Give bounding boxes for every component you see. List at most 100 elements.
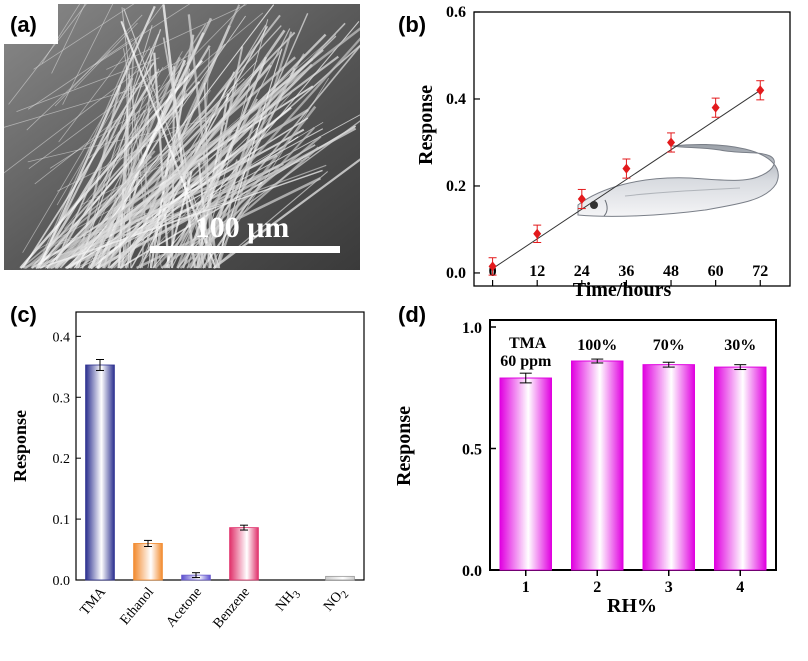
panel-a: (a) 100 μm	[4, 4, 360, 270]
fish-illustration	[577, 143, 779, 217]
sem-fiber	[35, 154, 278, 270]
panel-c-bar	[325, 575, 355, 581]
sem-fiber	[39, 169, 323, 269]
panel-b-xlabel: Time/hours	[573, 279, 672, 301]
panel-d-bar	[571, 360, 624, 571]
sem-fiber	[181, 56, 268, 269]
scale-bar-text: 100 μm	[195, 211, 290, 244]
sem-fiber	[215, 48, 283, 269]
panel-c-xtick-label: NO2	[321, 585, 351, 616]
panel-c-xtick-subscript: 3	[291, 588, 304, 600]
panel-b-point	[667, 137, 676, 148]
sem-fiber	[113, 125, 260, 269]
sem-fiber	[111, 22, 346, 269]
panel-c-bar	[133, 543, 163, 581]
panel-b-point	[577, 194, 586, 205]
sem-fiber	[49, 110, 141, 169]
sem-fiber	[74, 22, 138, 89]
panel-b-ylabel: Response	[415, 85, 437, 165]
sem-fiber	[61, 199, 238, 242]
sem-fiber	[51, 4, 86, 74]
sem-fiber	[55, 196, 195, 247]
sem-fiber	[27, 38, 134, 110]
chart-d: 0.0 0.5 1.0 1 60 ppm 2 100% 3 70% 4 30%	[462, 320, 767, 596]
panel-d: (d) 0.0 0.5 1.0 1 60 ppm 2 100% 3 70% 4 30% Respon…	[393, 302, 777, 617]
sem-fiber	[51, 109, 146, 269]
sem-fiber	[88, 12, 264, 159]
sem-fiber	[76, 132, 149, 249]
panel-b-ytick-label: 0.6	[446, 4, 466, 21]
panel-d-ylabel: Response	[393, 406, 415, 486]
panel-d-ytick-label: 0.0	[462, 563, 482, 580]
sem-fiber	[84, 48, 153, 195]
panel-d-bar	[642, 364, 695, 571]
sem-fiber	[77, 29, 162, 269]
sem-fiber	[4, 58, 154, 174]
panel-d-ytick-label: 1.0	[462, 320, 482, 337]
panel-c-xtick-label: Ethanol	[118, 585, 158, 628]
panel-c: (c) 0.0 0.1 0.2 0.3 0.4 TMA Ethanol Acetone Benz…	[10, 302, 365, 631]
panel-b-xtick-label: 60	[708, 263, 724, 280]
panel-c-ytick-label: 0.0	[53, 574, 71, 589]
panel-b-label: (b)	[398, 12, 426, 37]
sem-nanowire-texture	[4, 4, 360, 270]
sem-fiber	[90, 106, 292, 269]
panel-b-ytick-label: 0.4	[446, 91, 466, 108]
sem-fiber	[60, 25, 282, 269]
panel-c-frame	[75, 311, 365, 581]
panel-d-bar-label: 60 ppm	[500, 353, 552, 370]
panel-b-xtick-label: 36	[618, 263, 634, 280]
sem-fiber	[104, 90, 211, 225]
panel-b-xtick-label: 48	[663, 263, 679, 280]
panel-d-xlabel: RH%	[607, 595, 657, 617]
panel-d-frame	[489, 319, 777, 571]
sem-fiber	[34, 85, 161, 185]
panel-a-label-box	[4, 4, 58, 44]
panel-b-frame	[473, 11, 791, 287]
panel-b-ytick-label: 0.0	[446, 265, 466, 282]
sem-fiber	[117, 4, 246, 134]
panel-b-xtick-label: 72	[752, 263, 768, 280]
sem-fiber	[16, 57, 160, 113]
sem-fiber	[87, 64, 272, 269]
sem-fiber	[106, 4, 247, 70]
panel-c-ytick-label: 0.1	[53, 513, 71, 528]
sem-fiber	[208, 77, 330, 269]
panel-d-bar	[714, 366, 767, 571]
sem-fiber	[45, 156, 310, 269]
panel-d-annotation: TMA	[509, 335, 547, 352]
sem-fiber	[51, 150, 156, 269]
panel-d-xtick-label: 3	[665, 579, 673, 596]
sem-fiber	[4, 85, 146, 128]
sem-fiber	[152, 21, 360, 269]
panel-d-xtick-label: 1	[522, 579, 530, 596]
sem-fiber	[54, 14, 143, 107]
chart-c: 0.0 0.1 0.2 0.3 0.4 TMA Ethanol Acetone Benzene N…	[53, 330, 355, 631]
sem-fiber	[27, 119, 207, 163]
panel-c-ytick-label: 0.3	[53, 391, 71, 406]
panel-c-bar	[85, 364, 115, 581]
sem-fiber	[57, 201, 228, 257]
panel-c-ylabel: Response	[10, 410, 30, 482]
panel-d-bar-label: 30%	[724, 337, 756, 354]
panel-c-xtick-label: NH3	[273, 585, 304, 617]
panel-c-xtick-label: Benzene	[211, 585, 253, 632]
sem-fiber	[123, 8, 221, 269]
sem-fiber	[120, 20, 217, 269]
sem-fiber	[19, 59, 204, 269]
panel-b-fit-line	[492, 89, 761, 270]
sem-fiber	[8, 4, 87, 105]
panel-c-label: (c)	[10, 302, 37, 327]
sem-fiber	[48, 27, 360, 269]
sem-fiber	[78, 25, 153, 269]
panel-b-xtick-label: 12	[529, 263, 545, 280]
panel-b-point	[533, 228, 542, 239]
panel-b-ytick-label: 0.2	[446, 178, 466, 195]
panel-c-xtick-subscript: 2	[339, 589, 352, 601]
sem-fiber	[94, 4, 191, 66]
sem-fiber	[32, 190, 146, 253]
panel-b-xtick-label: 24	[574, 263, 590, 280]
panel-d-bar	[499, 377, 552, 571]
sem-fiber	[56, 46, 151, 206]
